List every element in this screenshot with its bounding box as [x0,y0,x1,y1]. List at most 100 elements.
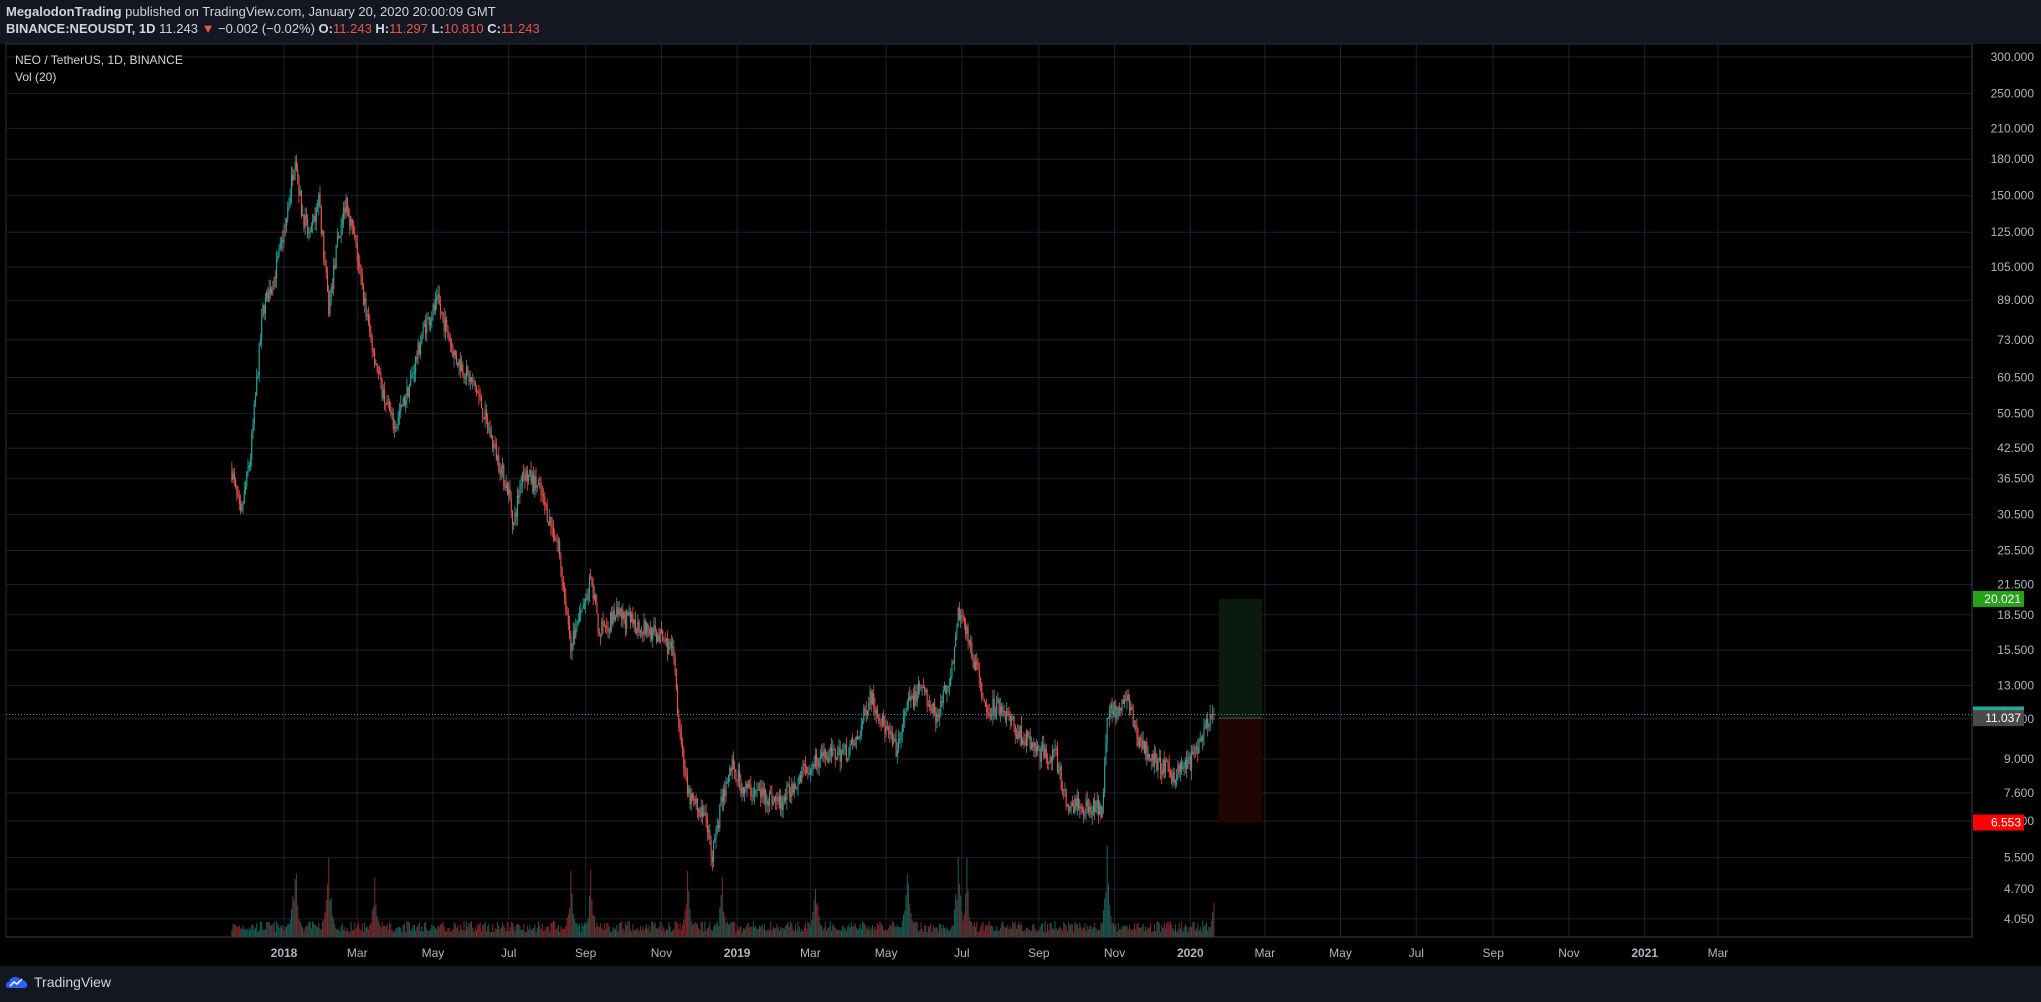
candle-body [956,626,958,636]
position-tool[interactable] [1218,598,1263,823]
volume-bar [987,925,989,937]
candle-body [597,613,599,633]
candle-body [1176,774,1178,782]
volume-bar [684,910,686,937]
candle-body [1002,710,1004,713]
volume-bar [675,921,677,937]
volume-bar [393,931,396,937]
author-link[interactable]: MegalodonTrading [6,4,122,19]
candle-body [531,474,533,484]
series-legend-title[interactable]: NEO / TetherUS, 1D, BINANCE [15,53,183,67]
candle-body [1137,736,1139,746]
candle-body [674,655,676,670]
candle-body [973,661,975,670]
volume-bar [793,931,795,937]
candle-body [968,639,970,644]
candle-body [513,522,515,526]
volume-bar [1194,930,1196,937]
price-axis[interactable]: 300.000250.000210.000180.000150.000125.0… [1971,44,2041,937]
candle-body [662,630,664,640]
candle-body [266,291,268,298]
volume-bar [354,922,356,937]
volume-legend[interactable]: Vol (20) [15,70,56,84]
volume-bar [567,914,569,937]
volume-bar [1015,929,1018,937]
candle-body [955,635,957,648]
candle-body [319,194,321,207]
volume-bar [258,930,260,937]
volume-bar [1179,928,1181,937]
candle-body [848,749,850,759]
volume-bar [903,914,905,937]
candle-body [1090,806,1092,816]
candle-body [648,629,650,635]
candle-body [477,391,479,393]
volume-bar [1162,927,1164,937]
candle-body [565,597,567,612]
volume-bar [1004,927,1006,937]
candle-body [722,789,725,802]
volume-bar [305,925,307,937]
candle-body [695,798,697,804]
candle-body [389,402,391,412]
volume-bar [325,900,327,937]
volume-bar [658,926,660,937]
volume-bar [488,923,490,937]
candle-body [828,751,830,763]
volume-bar [514,931,516,937]
candle-body [819,757,821,759]
candle-body [1110,703,1112,709]
publish-info: MegalodonTrading published on TradingVie… [6,4,496,19]
volume-bar [740,926,742,937]
candle-body [308,233,310,235]
candle-body [1097,799,1100,815]
volume-bar [510,921,512,937]
volume-bar [802,930,804,937]
candle-body [857,737,859,740]
volume-bar [531,929,533,937]
candle-body [919,683,921,687]
tradingview-logo[interactable]: TradingView [6,974,111,990]
volume-bar [431,924,433,937]
candle-body [775,796,777,801]
candle-body [1017,731,1019,739]
candle-body [441,311,443,313]
candle-body [894,738,896,742]
volume-bar [867,929,869,937]
symbol-label[interactable]: BINANCE:NEOUSDT, 1D [6,21,156,36]
volume-bar [485,931,487,937]
volume-bar [1123,925,1126,937]
volume-bar [1161,925,1163,937]
volume-bar [613,928,615,937]
candle-body [814,754,816,767]
volume-bar [1188,927,1190,937]
price-chart[interactable]: 300.000250.000210.000180.000150.000125.0… [0,0,2041,966]
volume-bar [736,924,738,937]
time-axis[interactable]: 2018 Mar May Jul Sep Nov 2019 Mar May Jul Sep Nov 20… [6,936,1972,960]
candle-body [588,577,591,595]
volume-bar [737,929,739,937]
volume-bar [470,921,473,937]
volume-bar [1151,931,1153,937]
volume-bar [525,932,527,937]
volume-bar [503,926,505,937]
chart-pane[interactable] [5,43,1973,938]
candle-body [315,207,317,223]
candle-body [361,276,363,285]
candle-body [700,807,702,818]
candle-body [592,583,594,599]
candle-body [993,698,995,717]
candle-body [724,789,726,797]
candle-body [713,840,715,862]
candle-body [343,207,345,220]
volume-bar [307,925,309,937]
volume-bar [1202,921,1204,937]
candle-body [752,795,754,797]
volume-bar [463,921,465,937]
volume-bar [726,921,728,937]
volume-bar [924,924,926,937]
volume-bar [398,926,401,937]
volume-bar [536,928,538,937]
price-tick-label: 4.050 [2004,912,2034,926]
volume-bar [1157,921,1159,937]
